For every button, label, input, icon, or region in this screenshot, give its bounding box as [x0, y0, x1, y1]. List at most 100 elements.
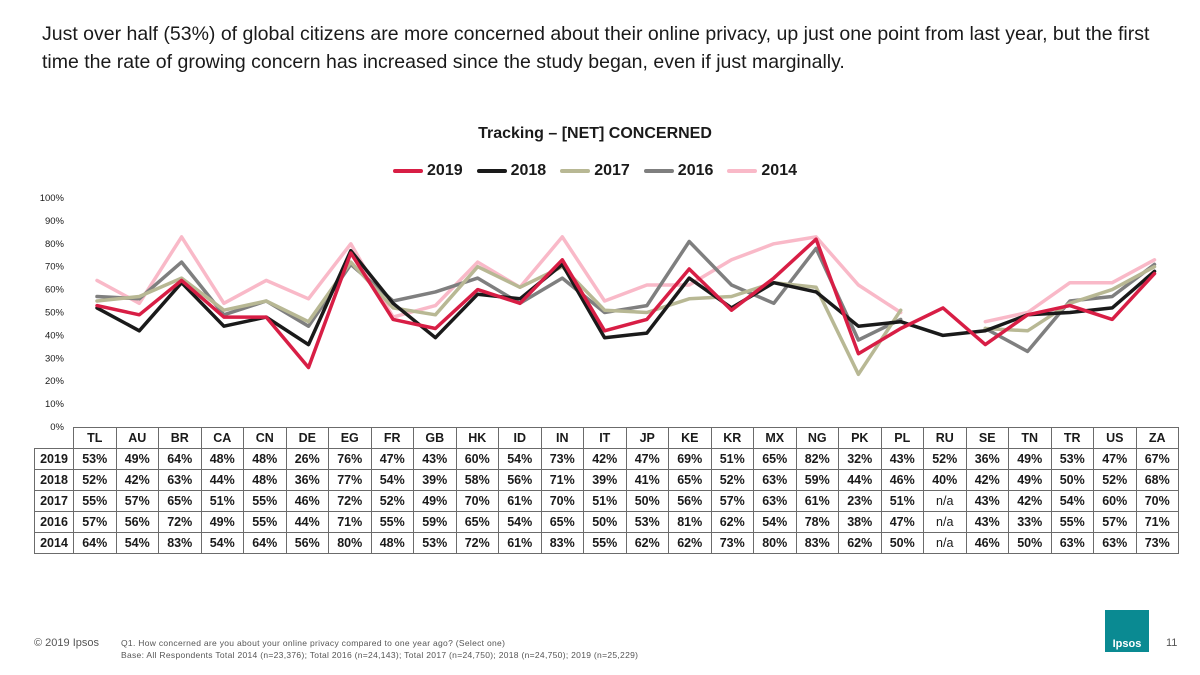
- table-cell: 82%: [795, 448, 839, 470]
- table-cell: 73%: [540, 448, 584, 470]
- column-header: MX: [753, 427, 797, 449]
- table-cell: 43%: [880, 448, 924, 470]
- column-header: SE: [965, 427, 1009, 449]
- table-cell: 81%: [668, 511, 712, 533]
- data-table: TL AU BR CA CN DE EG FR GB HK ID IN IT JP KE KR MX NG PK PL…: [34, 427, 1179, 554]
- table-cell: 71%: [1135, 511, 1179, 533]
- column-header: FR: [370, 427, 414, 449]
- column-header: CA: [200, 427, 244, 449]
- table-row: 2014 64% 54% 83% 54% 64% 56% 80% 48% 53% 72% 61% 83%…: [34, 532, 1179, 554]
- column-header: ZA: [1135, 427, 1179, 449]
- column-header: GB: [413, 427, 457, 449]
- table-cell: 44%: [838, 469, 882, 491]
- legend-label: 2019: [427, 162, 463, 179]
- column-header: TL: [73, 427, 117, 449]
- row-header: 2019: [34, 448, 74, 470]
- table-cell: 52%: [370, 490, 414, 512]
- column-header: DE: [285, 427, 329, 449]
- legend-label: 2018: [510, 162, 547, 179]
- table-cell: 60%: [1093, 490, 1137, 512]
- copyright: © 2019 Ipsos: [34, 637, 99, 649]
- column-header: AU: [115, 427, 159, 449]
- table-cell: 64%: [73, 532, 117, 554]
- table-cell: 55%: [370, 511, 414, 533]
- y-tick-label: 30%: [45, 353, 65, 364]
- table-cell: 44%: [200, 469, 244, 491]
- column-header: RU: [923, 427, 967, 449]
- table-cell: 33%: [1008, 511, 1052, 533]
- y-tick-label: 100%: [40, 193, 65, 204]
- table-cell: 49%: [200, 511, 244, 533]
- table-cell: 48%: [243, 448, 287, 470]
- table-cell: 77%: [328, 469, 372, 491]
- table-cell: 62%: [625, 532, 669, 554]
- series-2018: [95, 248, 1157, 347]
- table-cell: 83%: [158, 532, 202, 554]
- table-cell: 47%: [370, 448, 414, 470]
- table-cell: 65%: [668, 469, 712, 491]
- table-cell: 67%: [1135, 448, 1179, 470]
- table-corner: [35, 428, 74, 449]
- table-cell: 64%: [158, 448, 202, 470]
- table-cell: 52%: [73, 469, 117, 491]
- table-cell: 49%: [115, 448, 159, 470]
- table-cell: 53%: [73, 448, 117, 470]
- table-cell: 54%: [115, 532, 159, 554]
- table-cell: 50%: [880, 532, 924, 554]
- table-cell: 56%: [498, 469, 542, 491]
- table-cell: 42%: [965, 469, 1009, 491]
- table-cell: 54%: [200, 532, 244, 554]
- column-header: BR: [158, 427, 202, 449]
- legend-label: 2017: [594, 162, 630, 179]
- table-cell: 50%: [583, 511, 627, 533]
- table-cell: 26%: [285, 448, 329, 470]
- row-header: 2016: [34, 511, 74, 533]
- table-cell: 44%: [285, 511, 329, 533]
- series-2014: [95, 235, 1157, 324]
- table-cell: 53%: [625, 511, 669, 533]
- y-tick-label: 40%: [45, 330, 65, 341]
- series-line-2019: [95, 237, 1157, 370]
- legend-item-2017: 2017: [560, 162, 630, 180]
- table-cell: 63%: [1093, 532, 1137, 554]
- table-cell: 54%: [1050, 490, 1094, 512]
- table-cell: 52%: [923, 448, 967, 470]
- table-cell: 42%: [1008, 490, 1052, 512]
- table-cell: 63%: [753, 490, 797, 512]
- table-cell: 23%: [838, 490, 882, 512]
- table-header-row: TL AU BR CA CN DE EG FR GB HK ID IN IT JP KE KR MX NG PK PL…: [35, 427, 1179, 449]
- column-header: KE: [668, 427, 712, 449]
- table-cell: 49%: [1008, 469, 1052, 491]
- table-row: 2018 52% 42% 63% 44% 48% 36% 77% 54% 39% 58% 56% 71%…: [34, 469, 1179, 491]
- table-cell: 43%: [965, 511, 1009, 533]
- row-header: 2014: [34, 532, 74, 554]
- table-cell: 60%: [455, 448, 499, 470]
- table-cell: 83%: [795, 532, 839, 554]
- table-cell: 32%: [838, 448, 882, 470]
- table-cell: 56%: [115, 511, 159, 533]
- column-header: PK: [838, 427, 882, 449]
- table-cell: 80%: [753, 532, 797, 554]
- table-cell: 55%: [583, 532, 627, 554]
- table-cell: 65%: [540, 511, 584, 533]
- table-cell: 55%: [243, 511, 287, 533]
- table-cell: 73%: [1135, 532, 1179, 554]
- legend-item-2016: 2016: [643, 162, 713, 180]
- y-tick-label: 20%: [45, 376, 65, 387]
- column-header: HK: [455, 427, 499, 449]
- logo-text: Ipsos: [1112, 638, 1142, 650]
- table-cell: 53%: [1050, 448, 1094, 470]
- table-cell: 70%: [1135, 490, 1179, 512]
- table-cell: 36%: [965, 448, 1009, 470]
- column-header: EG: [328, 427, 372, 449]
- chart-legend: 2019 2018 2017 2016 2014: [0, 162, 1190, 180]
- table-cell: 43%: [965, 490, 1009, 512]
- table-cell: 56%: [668, 490, 712, 512]
- table-cell: 40%: [923, 469, 967, 491]
- table-cell: 80%: [328, 532, 372, 554]
- table-cell: 51%: [200, 490, 244, 512]
- series-2019: [95, 237, 1157, 370]
- table-cell: 72%: [328, 490, 372, 512]
- table-cell: n/a: [923, 511, 967, 533]
- table-cell: 55%: [1050, 511, 1094, 533]
